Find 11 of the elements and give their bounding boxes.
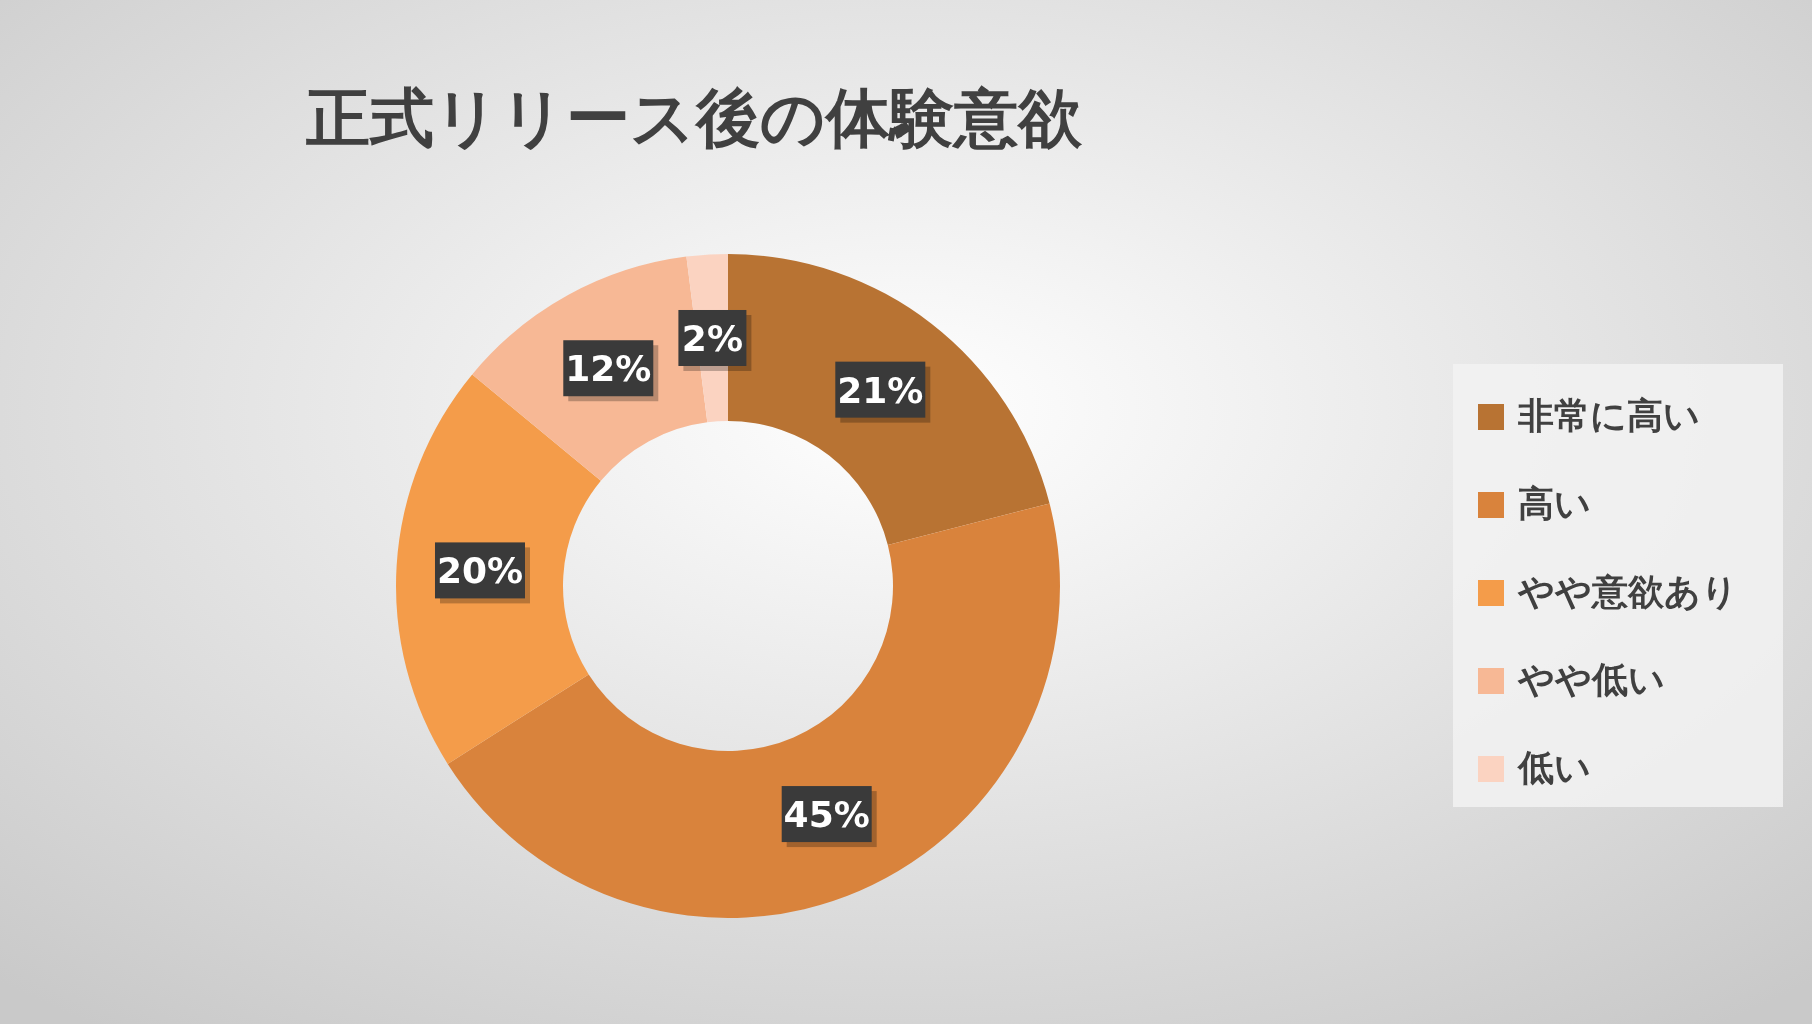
data-label: 12%	[565, 348, 652, 390]
legend-label: 低い	[1516, 747, 1591, 788]
legend-label: やや低い	[1517, 659, 1665, 700]
legend-label: やや意欲あり	[1517, 571, 1738, 612]
data-label: 2%	[681, 317, 743, 359]
data-label: 45%	[783, 794, 870, 836]
chart-title: 正式リリース後の体験意欲	[305, 81, 1083, 155]
legend-label: 非常に高い	[1517, 395, 1700, 436]
data-label: 21%	[837, 369, 924, 411]
legend-label: 高い	[1518, 483, 1591, 524]
data-label: 20%	[436, 550, 524, 592]
